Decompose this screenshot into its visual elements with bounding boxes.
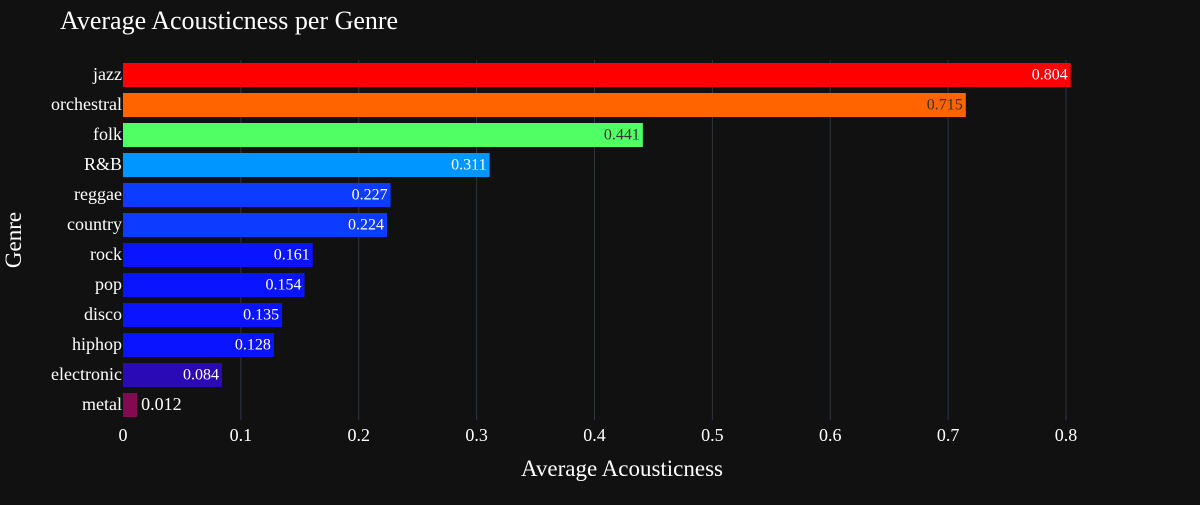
y-tick-layer: jazz orchestral folk R&B reggae country rock po… (51, 64, 122, 414)
bar (123, 183, 391, 207)
bar-value-label: 0.154 (266, 277, 302, 294)
bar-value-label: 0.012 (141, 394, 182, 414)
y-tick-label: orchestral (51, 94, 122, 114)
bar (123, 63, 1071, 87)
bar (123, 243, 313, 267)
bar-value-label: 0.135 (243, 307, 279, 324)
y-tick-label: reggae (74, 184, 122, 204)
bar (123, 273, 305, 297)
bar-value-label: 0.311 (451, 157, 486, 174)
x-tick-label: 0.8 (1055, 425, 1078, 445)
y-tick-label: disco (84, 304, 122, 324)
bar (123, 303, 283, 327)
bar (123, 153, 490, 177)
y-tick-label: R&B (84, 154, 122, 174)
y-tick-label: metal (82, 394, 122, 414)
bar (123, 393, 138, 417)
x-axis-title: Average Acousticness (521, 456, 723, 481)
bar (123, 93, 966, 117)
y-tick-label: rock (90, 244, 122, 264)
chart-title: Average Acousticness per Genre (60, 6, 398, 35)
x-tick-label: 0.2 (348, 425, 371, 445)
y-tick-label: jazz (92, 64, 122, 84)
x-tick-label: 0.7 (937, 425, 960, 445)
y-tick-label: pop (95, 274, 122, 294)
bar (123, 363, 223, 387)
bar-value-label: 0.084 (183, 367, 219, 384)
y-tick-label: country (67, 214, 122, 234)
bar-value-label: 0.227 (352, 187, 388, 204)
x-tick-label: 0 (119, 425, 128, 445)
y-tick-label: hiphop (72, 334, 122, 354)
x-tick-label: 0.1 (230, 425, 253, 445)
x-tick-label: 0.5 (701, 425, 724, 445)
bar (123, 333, 274, 357)
grid-layer (240, 60, 1067, 420)
bar-value-label: 0.441 (604, 127, 640, 144)
x-tick-layer: 0 0.1 0.2 0.3 0.4 0.5 0.6 0.7 0.8 (119, 425, 1078, 445)
x-tick-label: 0.4 (583, 425, 606, 445)
y-tick-label: electronic (51, 364, 122, 384)
x-tick-label: 0.6 (819, 425, 842, 445)
bar-value-label: 0.804 (1032, 67, 1068, 84)
bar-layer (123, 63, 1071, 417)
bar-value-label: 0.161 (274, 247, 310, 264)
y-axis-title: Genre (1, 212, 26, 268)
bar (123, 213, 388, 237)
bar-value-label: 0.224 (348, 217, 384, 234)
x-tick-label: 0.3 (465, 425, 488, 445)
bar-value-label: 0.715 (927, 97, 963, 114)
value-label-layer: 0.804 0.715 0.441 0.311 0.227 0.224 0.161 0.154… (141, 67, 1068, 414)
y-tick-label: folk (93, 124, 122, 144)
bar-value-label: 0.128 (235, 337, 271, 354)
bar (123, 123, 643, 147)
